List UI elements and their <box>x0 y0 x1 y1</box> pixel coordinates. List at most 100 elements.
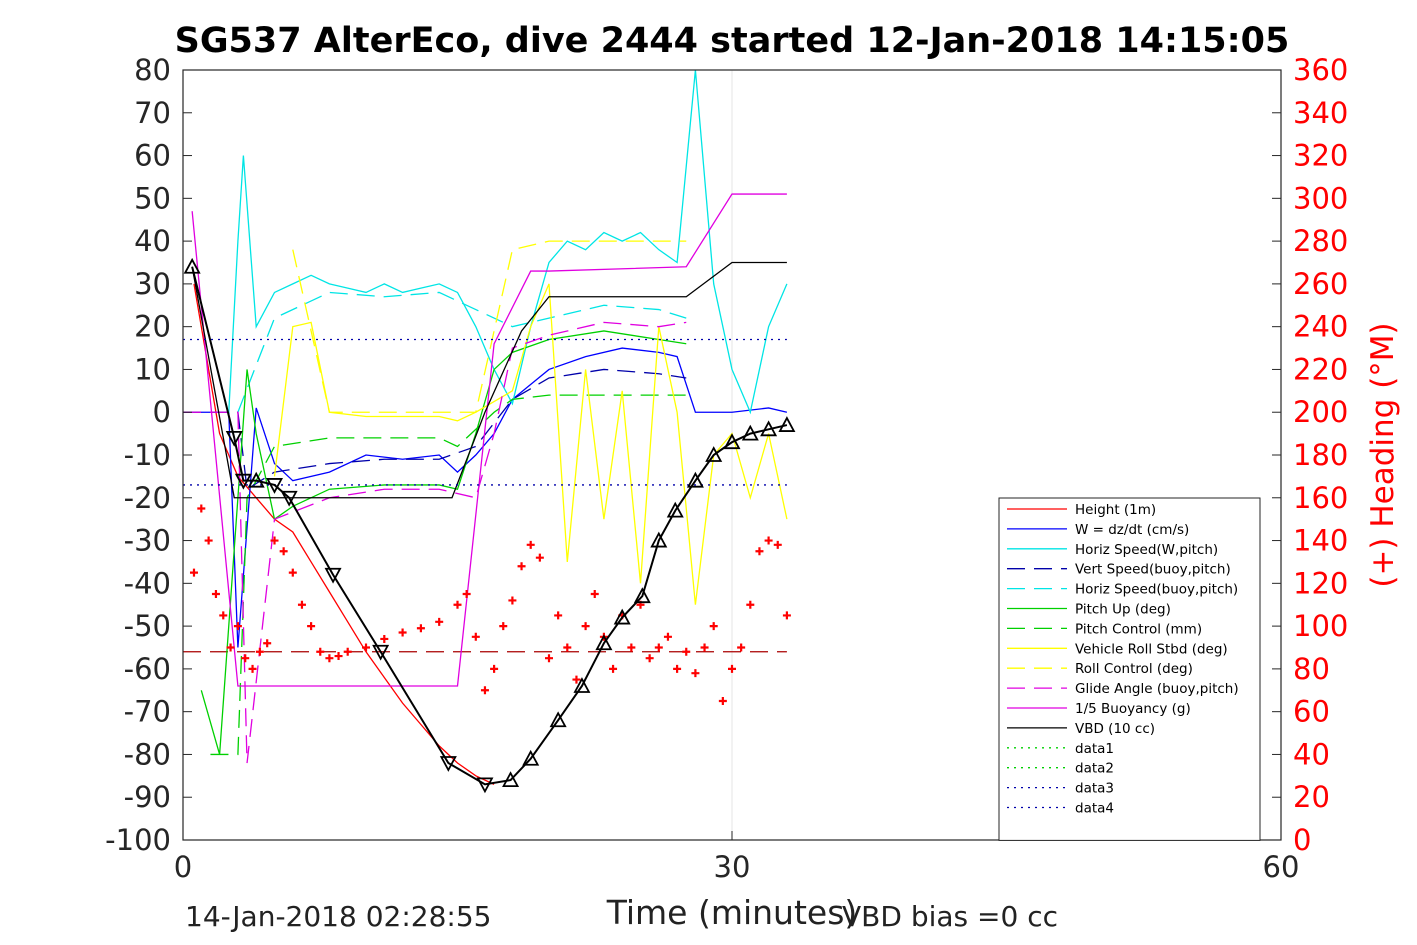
heading-point <box>325 654 334 663</box>
x-tick-label: 60 <box>1263 850 1300 884</box>
heading-point <box>189 568 198 577</box>
y-tick-label: 40 <box>134 224 171 258</box>
heading-point <box>682 647 691 656</box>
heading-point <box>545 654 553 663</box>
series-line <box>191 193 787 687</box>
heading-point <box>263 639 272 648</box>
series-layer <box>183 69 796 794</box>
vbd-bias-footer: VBD bias =0 cc <box>842 900 1058 933</box>
heading-point <box>728 664 736 673</box>
heading-point <box>572 675 581 684</box>
heading-point <box>718 696 727 705</box>
heading-point <box>563 643 572 652</box>
y2-tick-label: 280 <box>1293 224 1348 258</box>
heading-point <box>435 617 444 626</box>
y-tick-label: 70 <box>134 96 171 130</box>
depth-marker <box>723 433 741 450</box>
depth-marker <box>439 756 457 772</box>
heading-point <box>279 547 288 556</box>
legend-label: Vehicle Roll Stbd (deg) <box>1075 641 1228 657</box>
depth-marker <box>183 257 201 274</box>
y-tick-label: -20 <box>124 481 171 515</box>
heading-point <box>453 600 462 609</box>
y-tick-label: -40 <box>124 566 171 600</box>
series-line <box>183 368 687 491</box>
heading-point <box>462 590 471 599</box>
y-tick-label: 50 <box>134 181 171 215</box>
heading-point <box>654 643 663 652</box>
y2-tick-label: 360 <box>1293 53 1348 87</box>
y2-tick-label: 200 <box>1293 395 1348 429</box>
depth-marker <box>741 424 759 441</box>
y2-tick-label: 180 <box>1293 438 1348 472</box>
heading-point <box>490 664 499 673</box>
heading-point <box>700 643 709 652</box>
depth-marker <box>265 478 284 494</box>
y-tick-label: -10 <box>124 438 171 472</box>
heading-point <box>554 611 563 620</box>
legend-label: data1 <box>1075 741 1114 757</box>
legend-label: Glide Angle (buoy,pitch) <box>1075 681 1239 697</box>
heading-point <box>782 611 791 620</box>
y2-tick-label: 220 <box>1293 352 1348 386</box>
heading-point <box>416 624 425 633</box>
heading-point <box>255 647 264 656</box>
series-line <box>237 291 687 413</box>
legend-label: W = dz/dt (cm/s) <box>1075 522 1189 538</box>
heading-point <box>663 632 672 641</box>
heading-point <box>673 664 682 673</box>
depth-marker <box>573 677 591 693</box>
heading-point <box>233 622 242 631</box>
legend-label: Roll Control (deg) <box>1075 661 1193 677</box>
heading-point <box>362 643 370 652</box>
legend-label: Horiz Speed(W,pitch) <box>1075 542 1218 558</box>
depth-marker <box>705 446 723 462</box>
depth-marker <box>522 749 540 766</box>
y-tick-label: 60 <box>134 139 171 173</box>
heading-point <box>609 664 618 673</box>
heading-point <box>380 634 389 643</box>
depth-trace <box>191 266 788 786</box>
y-tick-label: 80 <box>134 53 171 87</box>
y-tick-label: -100 <box>105 823 171 857</box>
y-tick-label: 0 <box>153 395 171 429</box>
depth-marker <box>778 416 796 432</box>
depth-marker <box>633 587 651 604</box>
y-tick-label: -30 <box>124 524 171 558</box>
series-line <box>183 347 788 648</box>
heading-point <box>307 622 316 631</box>
legend-label: VBD (10 cc) <box>1075 721 1155 737</box>
y-tick-label: 30 <box>134 267 171 301</box>
heading-point <box>197 504 206 513</box>
heading-point <box>737 643 746 652</box>
legend-label: Vert Speed(buoy,pitch) <box>1075 562 1231 578</box>
series-line <box>292 240 687 413</box>
depth-marker <box>686 471 704 488</box>
y-tick-label: -80 <box>124 737 171 771</box>
y2-tick-label: 240 <box>1293 310 1348 344</box>
series-line <box>210 69 788 415</box>
heading-point <box>499 622 508 631</box>
depth-marker <box>549 711 567 728</box>
y2-tick-label: 120 <box>1293 566 1348 600</box>
y-tick-label: 10 <box>134 352 171 386</box>
heading-point <box>219 611 228 620</box>
heading-point <box>204 536 213 545</box>
heading-point <box>526 540 535 549</box>
depth-marker <box>247 471 265 488</box>
heading-point <box>241 654 250 663</box>
heading-point <box>581 622 590 631</box>
timestamp-footer: 14-Jan-2018 02:28:55 <box>185 900 492 933</box>
legend-label: Pitch Control (mm) <box>1075 621 1202 637</box>
heading-point <box>764 536 773 545</box>
depth-marker <box>595 634 613 651</box>
depth-marker <box>476 777 494 794</box>
heading-point <box>226 643 235 652</box>
heading-point <box>709 622 718 631</box>
y-tick-label: -60 <box>124 652 171 686</box>
legend: Height (1m) W = dz/dt (cm/s) Horiz Speed(W… <box>998 497 1261 841</box>
heading-point <box>471 632 480 641</box>
heading-point <box>288 568 297 577</box>
axes: 80706050403020100-10-20-30-40-50-60-70-8… <box>105 53 1348 884</box>
heading-point <box>517 562 526 571</box>
